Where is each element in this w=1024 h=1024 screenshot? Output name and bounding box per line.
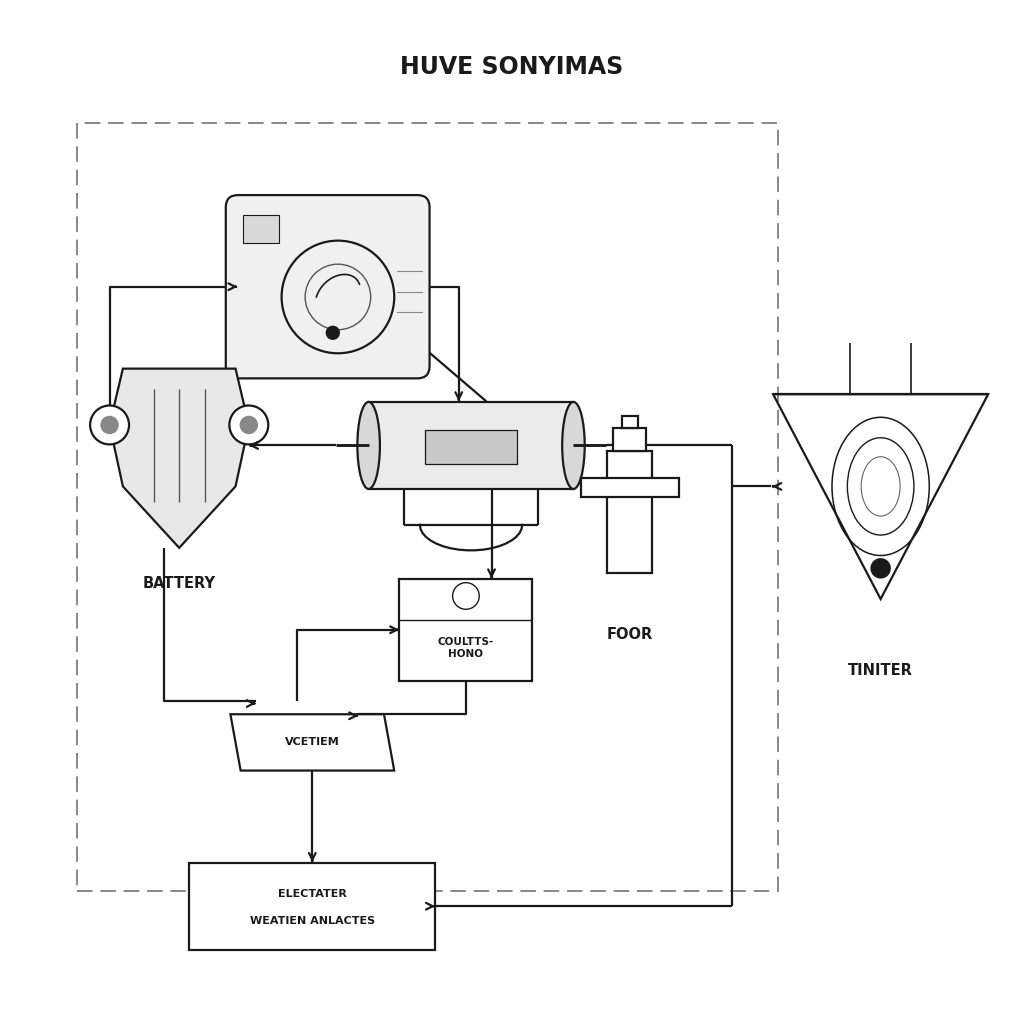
Text: TINITER: TINITER [848,664,913,678]
Text: FOOR: FOOR [606,628,653,642]
Circle shape [240,416,258,434]
FancyBboxPatch shape [225,196,430,379]
Bar [369,402,573,489]
Circle shape [100,416,119,434]
Text: BATTERY: BATTERY [142,577,216,591]
Bar [622,416,638,428]
Circle shape [229,406,268,444]
Bar [425,430,517,464]
Text: COULTTS-
HONO: COULTTS- HONO [438,637,494,659]
Circle shape [90,406,129,444]
Polygon shape [110,369,249,548]
Ellipse shape [357,402,380,489]
Bar [399,579,532,681]
Text: HUVE SONYIMAS: HUVE SONYIMAS [400,54,624,79]
Bar [607,451,652,573]
Bar [244,215,279,244]
Circle shape [326,326,340,340]
Bar [613,428,646,451]
Ellipse shape [562,402,585,489]
Circle shape [870,558,891,579]
Bar [189,862,435,950]
Text: VCETIEM: VCETIEM [285,737,340,748]
Text: ELECTATER: ELECTATER [278,889,347,899]
Bar [581,478,679,497]
Polygon shape [230,715,394,770]
Text: WEATIEN ANLACTES: WEATIEN ANLACTES [250,915,375,926]
